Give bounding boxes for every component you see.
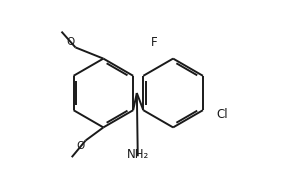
Text: O: O bbox=[66, 36, 75, 46]
Text: F: F bbox=[151, 36, 158, 49]
Text: NH₂: NH₂ bbox=[127, 148, 149, 161]
Text: O: O bbox=[76, 141, 85, 151]
Text: Cl: Cl bbox=[216, 108, 228, 121]
